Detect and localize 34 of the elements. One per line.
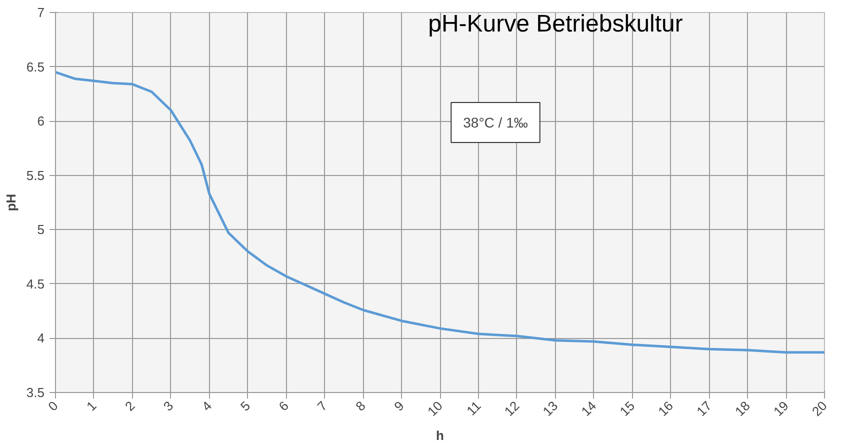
x-tick-label: 0: [45, 398, 61, 414]
x-tick-label: 16: [655, 398, 676, 420]
x-tick-label: 20: [808, 398, 830, 420]
chart-title: pH-Kurve Betriebskultur: [428, 10, 683, 38]
x-tick-label: 6: [276, 398, 292, 414]
y-tick-label: 3.5: [26, 385, 45, 400]
y-tick-label: 6: [37, 114, 45, 129]
annotation: 38°C / 1‰: [463, 114, 528, 130]
x-tick-label: 17: [694, 398, 714, 420]
x-tick-label: 1: [84, 398, 100, 414]
x-tick-label: 9: [391, 398, 407, 414]
x-tick-label: 19: [770, 398, 792, 420]
y-tick-label: 7: [37, 5, 45, 20]
x-tick-label: 5: [237, 398, 254, 414]
x-tick-label: 2: [122, 398, 138, 414]
line-series: [56, 70, 824, 354]
y-axis-title: pH: [3, 194, 18, 212]
x-tick-label: 14: [578, 398, 600, 420]
x-axis-title: h: [436, 428, 444, 444]
y-tick-label: 6.5: [26, 59, 45, 74]
x-tick-label: 8: [352, 398, 368, 414]
x-tick-label: 11: [464, 398, 484, 418]
x-tick-label: 7: [314, 398, 330, 414]
x-tick-label: 13: [540, 398, 561, 420]
x-tick-label: 12: [501, 398, 522, 420]
y-tick-label: 4.5: [26, 276, 45, 292]
y-tick-label: 5: [37, 222, 45, 238]
x-tick-label: 15: [616, 398, 638, 420]
y-tick-label: 5.5: [26, 168, 45, 183]
x-tick-label: 18: [732, 398, 753, 420]
x-tick-label: 10: [424, 398, 446, 420]
x-tick-label: 3: [160, 398, 176, 414]
y-tick-label: 4: [37, 330, 45, 346]
x-tick-label: 4: [198, 398, 215, 414]
